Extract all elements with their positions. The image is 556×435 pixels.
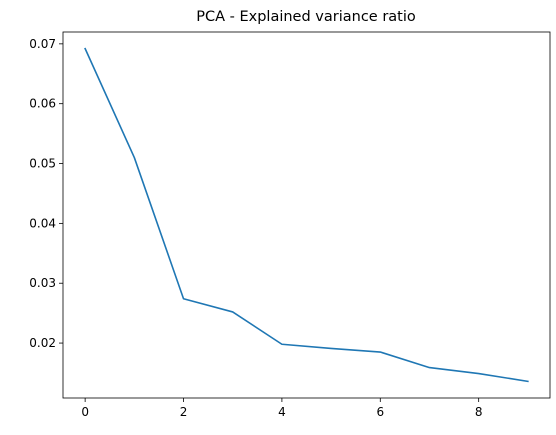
y-tick-label: 0.05 [29, 157, 56, 171]
chart-title: PCA - Explained variance ratio [196, 9, 416, 25]
series-layer [84, 47, 529, 383]
x-tick-label: 4 [278, 405, 286, 419]
x-axis: 0 2 4 6 8 [81, 398, 482, 419]
x-tick-label: 6 [376, 405, 384, 419]
x-tick-label: 0 [81, 405, 89, 419]
x-tick-label: 8 [475, 405, 483, 419]
plot-frame [62, 31, 551, 399]
y-axis: 0.02 0.03 0.04 0.05 0.06 0.07 [29, 37, 63, 350]
x-tick-label: 2 [180, 405, 188, 419]
series-line [84, 47, 529, 383]
y-tick-label: 0.06 [29, 97, 56, 111]
y-tick-label: 0.03 [29, 276, 56, 290]
y-tick-label: 0.07 [29, 37, 56, 51]
y-tick-label: 0.02 [29, 336, 56, 350]
y-tick-label: 0.04 [29, 216, 56, 230]
